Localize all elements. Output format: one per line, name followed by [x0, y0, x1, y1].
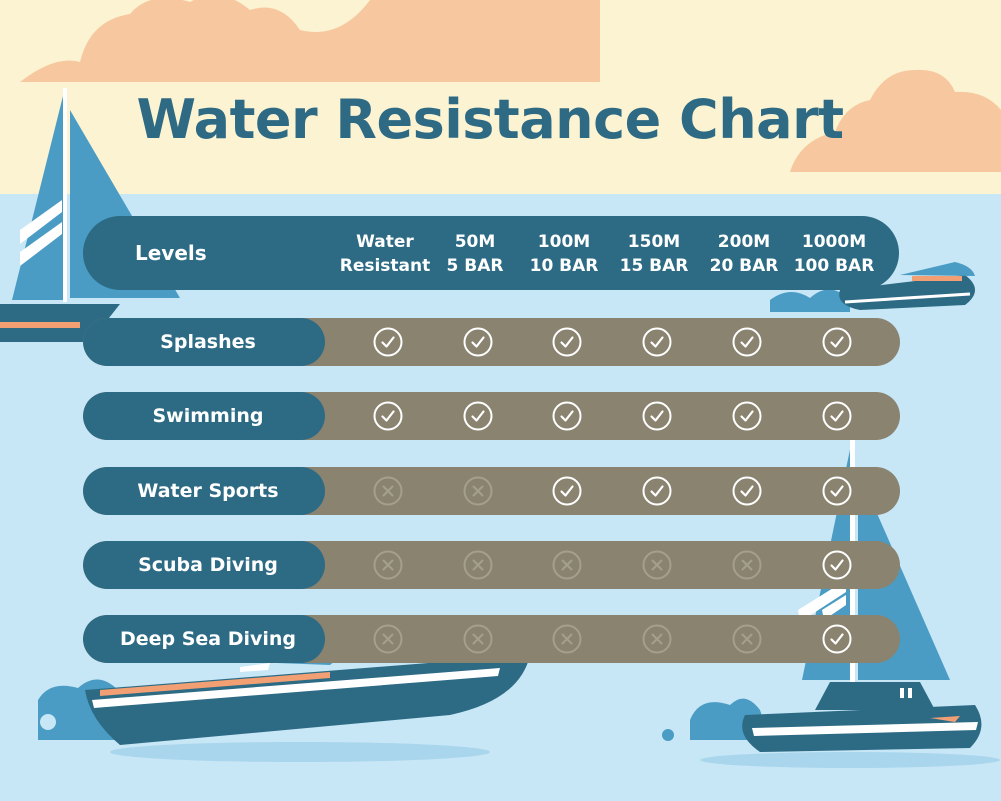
- cross-circle-icon: [373, 476, 403, 506]
- check-circle-icon: [552, 401, 582, 431]
- check-circle-icon: [642, 401, 672, 431]
- cloud-left: [20, 0, 600, 82]
- motorboat: [38, 640, 530, 762]
- check-circle-icon: [732, 476, 762, 506]
- table-row: Splashes: [83, 318, 900, 366]
- levels-label: Levels: [135, 241, 207, 265]
- cross-circle-icon: [463, 624, 493, 654]
- check-circle-icon: [463, 401, 493, 431]
- check-circle-icon: [373, 327, 403, 357]
- cross-circle-icon: [642, 624, 672, 654]
- cross-circle-icon: [552, 624, 582, 654]
- column-header-200m: 200M 20 BAR: [709, 232, 779, 276]
- cross-circle-icon: [373, 624, 403, 654]
- row-label-swimming: Swimming: [83, 392, 325, 440]
- check-circle-icon: [732, 327, 762, 357]
- check-circle-icon: [822, 401, 852, 431]
- cloud-right: [790, 69, 1001, 172]
- check-circle-icon: [822, 624, 852, 654]
- jetski: [770, 262, 975, 312]
- check-circle-icon: [463, 327, 493, 357]
- table-row: Swimming: [83, 392, 900, 440]
- row-label-scuba-diving: Scuba Diving: [83, 541, 325, 589]
- header-row: Levels Water Resistant 50M 5 BAR 100M 10…: [83, 216, 899, 290]
- column-header-1000m: 1000M 100 BAR: [793, 232, 875, 276]
- table-row: Scuba Diving: [83, 541, 900, 589]
- cross-circle-icon: [732, 624, 762, 654]
- column-header-50m: 50M 5 BAR: [446, 232, 504, 276]
- check-circle-icon: [642, 327, 672, 357]
- cross-circle-icon: [732, 550, 762, 580]
- cross-circle-icon: [642, 550, 672, 580]
- table-row: Water Sports: [83, 467, 900, 515]
- check-circle-icon: [822, 476, 852, 506]
- cross-circle-icon: [463, 476, 493, 506]
- row-label-splashes: Splashes: [83, 318, 325, 366]
- check-circle-icon: [552, 476, 582, 506]
- column-header-100m: 100M 10 BAR: [529, 232, 599, 276]
- row-label-deep-sea-diving: Deep Sea Diving: [83, 615, 325, 663]
- cross-circle-icon: [552, 550, 582, 580]
- check-circle-icon: [732, 401, 762, 431]
- check-circle-icon: [642, 476, 672, 506]
- table-row: Deep Sea Diving: [83, 615, 900, 663]
- cross-circle-icon: [463, 550, 493, 580]
- check-circle-icon: [822, 550, 852, 580]
- check-circle-icon: [373, 401, 403, 431]
- row-label-water-sports: Water Sports: [83, 467, 325, 515]
- cross-circle-icon: [373, 550, 403, 580]
- column-header-water-resistant: Water Resistant: [339, 232, 431, 276]
- column-header-150m: 150M 15 BAR: [619, 232, 689, 276]
- chart-title: Water Resistance Chart: [136, 88, 844, 151]
- check-circle-icon: [822, 327, 852, 357]
- check-circle-icon: [552, 327, 582, 357]
